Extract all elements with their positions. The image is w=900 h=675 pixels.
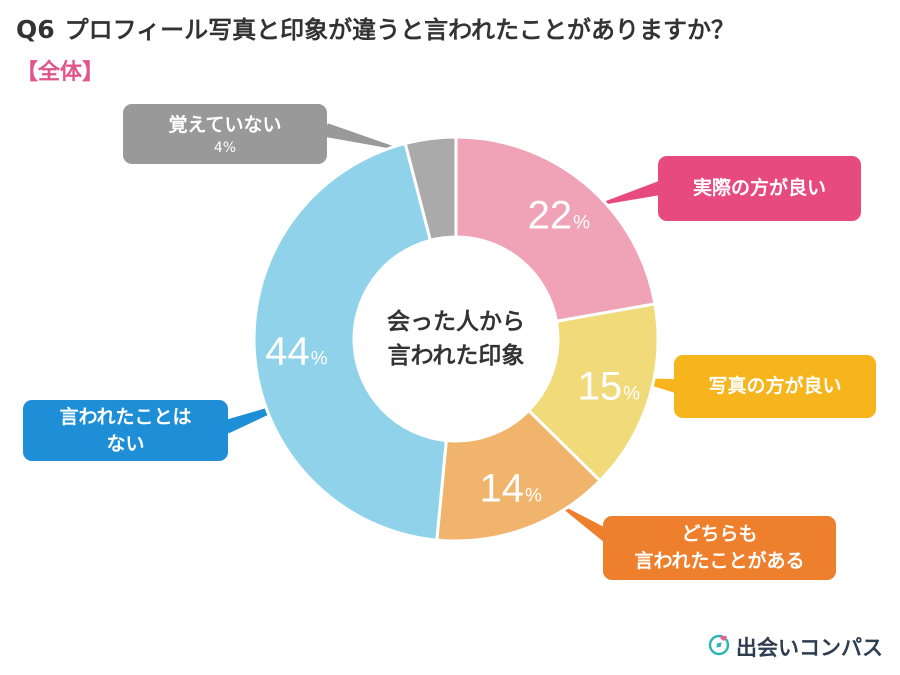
center-label-line2: 言われた印象 xyxy=(387,343,525,369)
callout-percent: 4% xyxy=(213,139,237,156)
leader-line xyxy=(552,500,614,544)
chart-subtitle: 【全体】 xyxy=(16,60,105,85)
leader-line xyxy=(324,123,410,152)
callout-both: どちらも 言われたことがある xyxy=(603,516,836,580)
brand-name: 出会いコンパス xyxy=(736,636,883,660)
question-text: プロフィール写真と印象が違うと言われたことがありますか？ xyxy=(64,16,735,44)
slice-percent-label: 44% xyxy=(265,329,328,374)
callout-label-line2: ない xyxy=(106,432,145,455)
donut-slice xyxy=(454,135,657,324)
slice-percent-label: 22% xyxy=(527,193,591,238)
leader-line xyxy=(590,181,662,207)
donut-slice xyxy=(526,302,660,483)
donut-slice xyxy=(403,135,458,243)
callout-label: 実際の方が良い xyxy=(692,177,826,199)
callout-dont-remember: 覚えていない 4% xyxy=(123,104,327,164)
center-label-line1: 会った人から xyxy=(387,309,525,335)
donut-slice xyxy=(435,408,603,543)
callout-photo-better: 写真の方が良い xyxy=(674,355,876,418)
donut-hole xyxy=(355,238,557,440)
callout-label: 覚えていない xyxy=(168,113,282,136)
center-label: 会った人から 言われた印象 xyxy=(387,305,525,373)
question-number: Q6 xyxy=(16,15,55,44)
chart-title: Q6 プロフィール写真と印象が違うと言われたことがありますか？ xyxy=(16,10,735,45)
callout-label-line2: 言われたことがある xyxy=(634,550,805,572)
donut-slice xyxy=(252,141,448,542)
compass-heart-icon xyxy=(708,634,730,660)
callout-label-line1: 言われたことは xyxy=(59,405,192,428)
callout-never: 言われたことは ない xyxy=(23,400,228,461)
callout-label: 写真の方が良い xyxy=(708,375,842,397)
callout-label-line1: どちらも xyxy=(681,523,758,545)
brand-logo: 出会いコンパス xyxy=(708,632,883,662)
slice-percent-label: 14% xyxy=(479,466,542,511)
callout-jissai-better: 実際の方が良い xyxy=(658,156,861,221)
slice-percent-label: 15% xyxy=(577,364,640,408)
